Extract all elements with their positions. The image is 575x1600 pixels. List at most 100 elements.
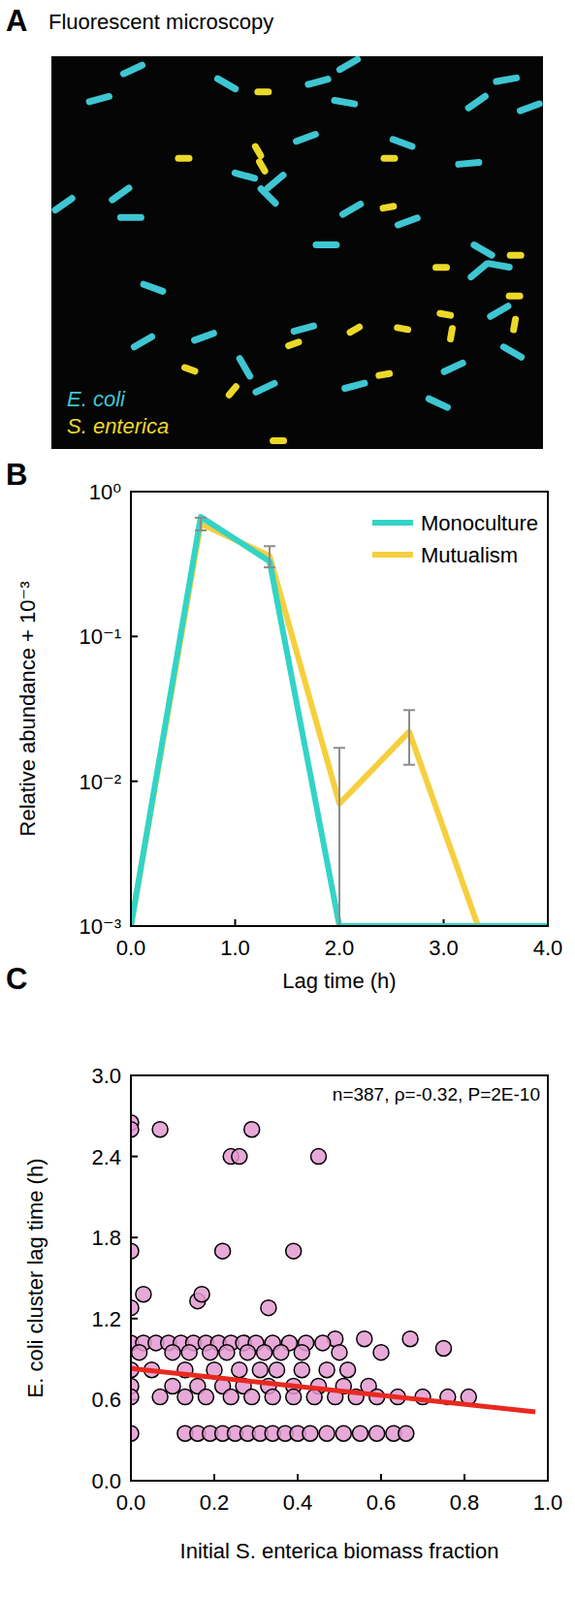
cell	[340, 379, 369, 393]
x-tick-label: 3.0	[428, 935, 459, 960]
cell	[338, 199, 366, 220]
cell	[499, 342, 527, 362]
cell	[174, 155, 192, 162]
error-stem	[268, 545, 271, 568]
x-tick	[463, 1473, 466, 1481]
point	[219, 1344, 235, 1361]
cell	[234, 353, 255, 382]
point	[264, 1389, 281, 1406]
error-cap	[403, 708, 416, 711]
point	[269, 1362, 286, 1378]
point	[293, 1344, 310, 1361]
cell	[506, 292, 524, 300]
cell	[213, 73, 241, 94]
error-cap	[403, 764, 416, 767]
cell	[515, 99, 544, 116]
cell	[119, 61, 147, 79]
y-tick-label: 1.8	[91, 1225, 122, 1250]
point	[369, 1425, 385, 1441]
cell	[289, 321, 319, 336]
x-tick-label: 0.6	[366, 1490, 397, 1515]
cell	[117, 214, 145, 222]
cell	[251, 379, 279, 397]
x-tick	[380, 1473, 383, 1481]
x-axis-title: Initial S. enterica biomass fraction	[180, 1538, 500, 1564]
point	[319, 1362, 335, 1378]
point	[130, 1425, 139, 1441]
cell	[432, 263, 450, 271]
cell	[190, 328, 219, 345]
cell	[180, 363, 199, 377]
y-tick	[130, 635, 138, 638]
cell	[393, 213, 422, 229]
plot-frame	[130, 491, 548, 927]
point	[177, 1389, 193, 1406]
cell	[304, 74, 333, 89]
cell	[230, 168, 259, 183]
cell	[510, 315, 520, 334]
point	[181, 1344, 197, 1361]
x-tick-label: 4.0	[533, 935, 564, 960]
cell	[255, 184, 281, 209]
cell	[269, 437, 288, 445]
legend-swatch	[372, 551, 414, 558]
cell	[251, 141, 266, 160]
plot-area	[130, 1115, 536, 1441]
point	[223, 1389, 239, 1406]
cell	[463, 91, 490, 113]
plot-frame	[130, 1075, 548, 1481]
cell	[284, 337, 303, 351]
cell	[439, 358, 467, 377]
error-cap	[263, 566, 276, 569]
point	[306, 1389, 322, 1406]
point	[135, 1286, 152, 1303]
cells	[50, 54, 544, 445]
cell	[139, 280, 168, 296]
point	[311, 1149, 327, 1165]
point	[202, 1344, 219, 1361]
point	[286, 1389, 302, 1406]
point	[164, 1344, 181, 1361]
panel-letter: A	[5, 3, 28, 38]
trend-line	[130, 1368, 536, 1412]
point	[152, 1389, 168, 1406]
point	[286, 1243, 302, 1259]
legend-label: E. coli	[66, 386, 127, 412]
cell	[255, 157, 270, 176]
point	[331, 1344, 348, 1361]
point	[130, 1121, 139, 1138]
cell	[254, 88, 272, 96]
point	[152, 1121, 168, 1138]
error-bar	[263, 545, 276, 568]
x-tick-label: 1.0	[220, 935, 251, 960]
error-cap	[194, 516, 207, 519]
cell	[469, 240, 497, 260]
y-axis-title: Relative abundance + 10⁻³	[15, 581, 40, 837]
point	[352, 1425, 369, 1441]
legend: MonocultureMutualism	[372, 511, 539, 568]
y-tick-label: 0.6	[91, 1387, 122, 1412]
point	[315, 1335, 331, 1351]
point	[244, 1121, 260, 1138]
cell	[291, 129, 320, 146]
cell	[388, 134, 417, 151]
legend-background	[59, 379, 205, 444]
point	[231, 1362, 248, 1378]
y-tick	[130, 1155, 138, 1158]
point	[256, 1344, 273, 1361]
x-tick-label: 0.2	[199, 1490, 230, 1515]
point	[252, 1362, 268, 1378]
cell	[107, 183, 134, 205]
point	[164, 1377, 181, 1394]
x-tick	[234, 919, 237, 927]
point	[239, 1344, 256, 1361]
point	[131, 1344, 148, 1361]
x-tick-label: 1.0	[533, 1490, 564, 1515]
cell	[485, 301, 513, 321]
image-background	[51, 56, 544, 449]
cell	[379, 202, 398, 213]
error-bar	[194, 517, 207, 531]
cell	[492, 73, 521, 86]
cell	[424, 394, 452, 413]
y-tick-label: 10⁰	[89, 479, 122, 505]
